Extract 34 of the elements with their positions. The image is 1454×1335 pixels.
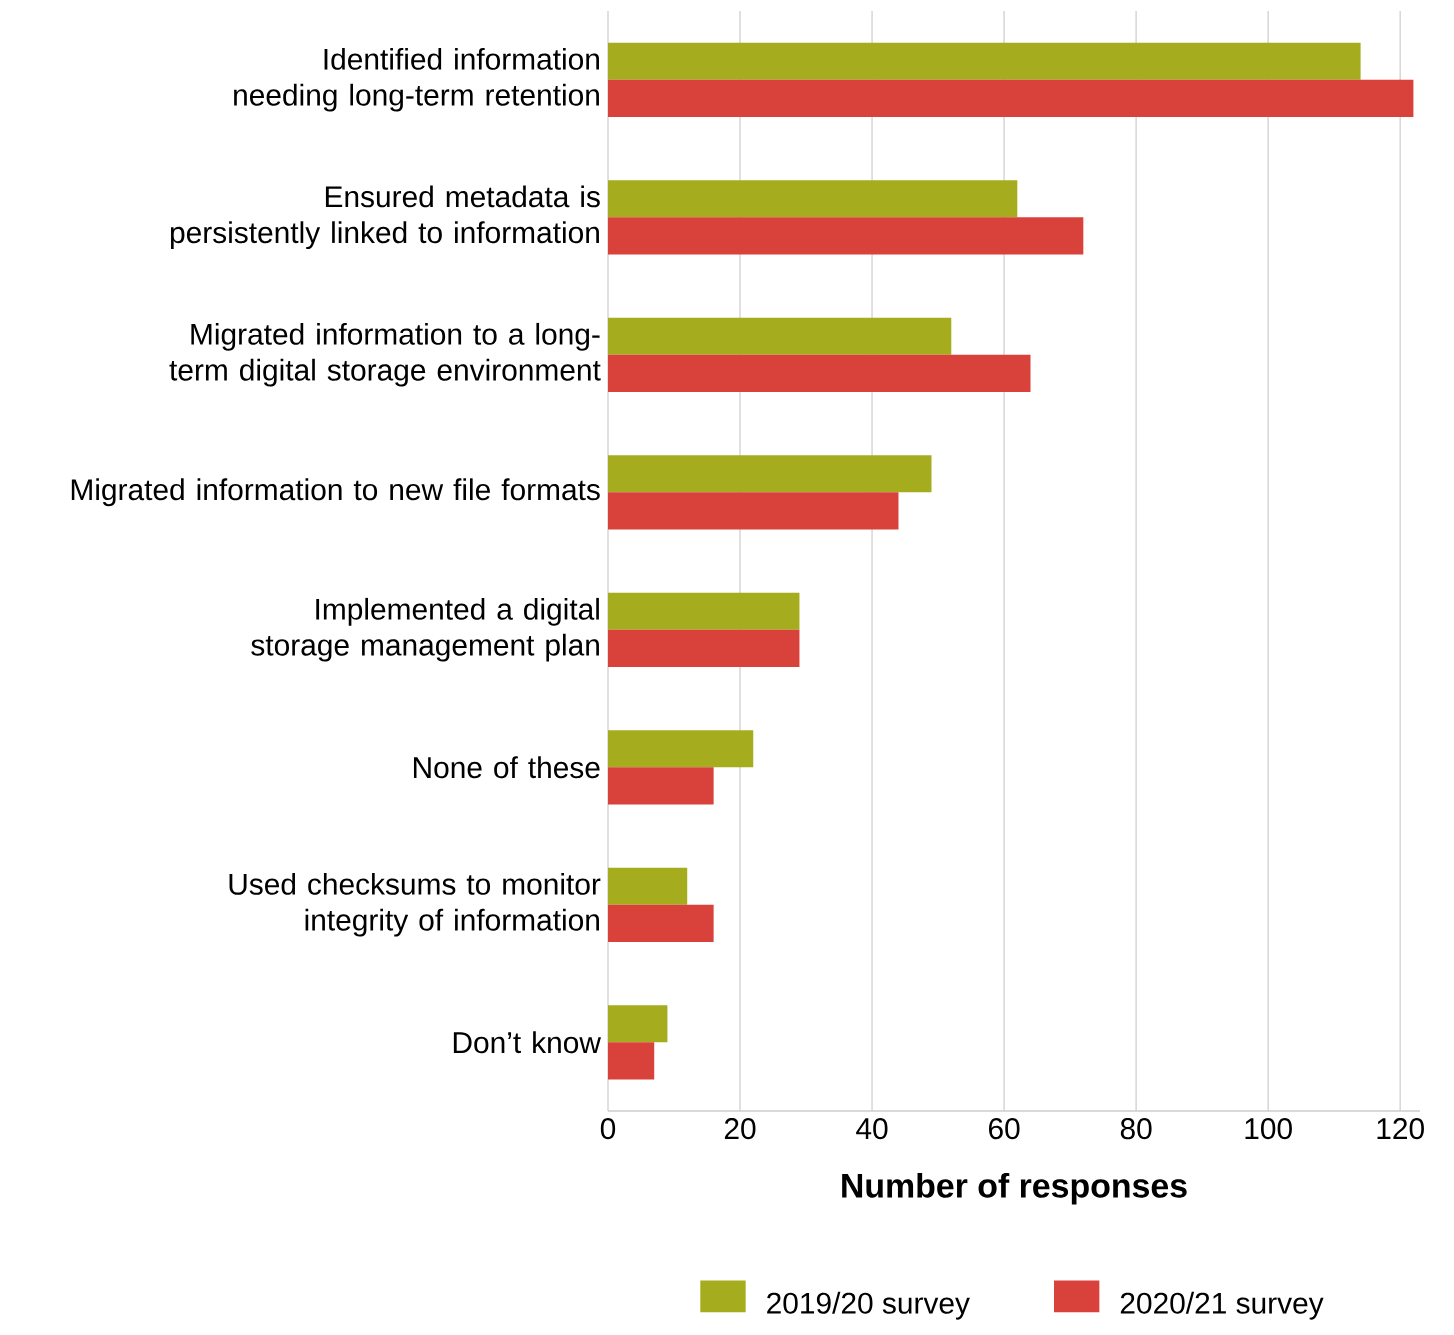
bar — [608, 904, 714, 942]
bar — [608, 1005, 668, 1043]
bar — [608, 217, 1084, 255]
bar — [608, 592, 800, 630]
y-tick-label: None of these — [413, 756, 600, 779]
x-tick-label: 100 — [1245, 1118, 1292, 1140]
x-tick-label: 80 — [1120, 1118, 1152, 1140]
x-tick-label: 60 — [989, 1118, 1020, 1140]
bar — [608, 42, 1361, 80]
legend-label: 2020/21 survey — [1120, 1291, 1324, 1320]
x-axis-title: Number of responses — [842, 1172, 1187, 1205]
x-tick-label: 120 — [1377, 1118, 1424, 1140]
bar — [608, 79, 1414, 117]
bar — [608, 730, 754, 768]
y-tick-label: Used checksums to monitor integrity of information — [229, 872, 601, 937]
y-tick-label: Ensured metadata is persistently linked to information — [170, 185, 600, 250]
y-tick-label: Identified information needing long-term retention — [234, 47, 599, 112]
legend-label: 2019/20 survey — [767, 1291, 970, 1320]
bar — [608, 180, 1018, 218]
bar — [608, 492, 899, 530]
bar — [608, 1042, 655, 1080]
x-tick-label: 20 — [724, 1118, 756, 1140]
x-tick-label: 0 — [600, 1118, 616, 1140]
bar — [608, 317, 952, 355]
y-tick-label: Migrated information to new file formats — [71, 478, 600, 507]
y-tick-label: Implemented a digital storage management plan — [251, 597, 599, 662]
bar — [608, 455, 932, 493]
bar — [608, 629, 800, 667]
bar — [608, 354, 1031, 392]
y-tick-label: Migrated information to a long-term digital storage environment — [169, 322, 601, 387]
bar — [608, 767, 714, 805]
y-tick-label: Don’t know — [453, 1031, 601, 1054]
bar — [608, 867, 688, 905]
x-tick-label: 40 — [856, 1118, 888, 1140]
